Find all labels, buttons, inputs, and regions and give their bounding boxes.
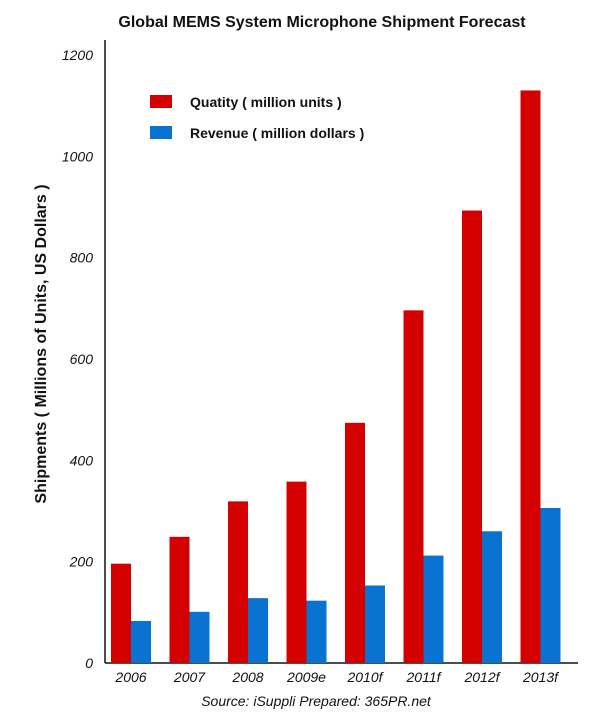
- bar-revenue: [482, 531, 502, 663]
- x-tick-label: 2013f: [522, 669, 560, 685]
- chart-title: Global MEMS System Microphone Shipment F…: [118, 14, 526, 31]
- bar-quantity: [169, 536, 190, 663]
- x-tick-label: 2006: [114, 669, 146, 685]
- legend-swatch-revenue: [150, 126, 172, 139]
- y-tick-label: 200: [69, 554, 94, 570]
- bar-quantity: [286, 481, 307, 663]
- y-tick-label: 1000: [62, 148, 93, 164]
- bar-quantity: [520, 90, 541, 663]
- source-note: Source: iSuppli Prepared: 365PR.net: [201, 693, 432, 709]
- bar-revenue: [248, 598, 268, 663]
- bar-revenue: [189, 611, 210, 663]
- bar-quantity: [403, 310, 424, 663]
- x-tick-label: 2011f: [406, 669, 443, 685]
- bar-revenue: [540, 507, 561, 663]
- y-tick-label: 0: [85, 655, 93, 671]
- bar-quantity: [228, 501, 248, 663]
- legend-swatch-quantity: [150, 95, 172, 108]
- x-tick-label: 2007: [173, 669, 206, 685]
- bar-revenue: [306, 600, 327, 663]
- y-axis-label: Shipments ( Millions of Units, US Dollar…: [33, 184, 50, 503]
- x-tick-label: 2009e: [286, 669, 326, 685]
- y-tick-label: 800: [70, 250, 94, 266]
- legend-label-revenue: Revenue ( million dollars ): [190, 125, 364, 141]
- y-tick-label: 400: [70, 452, 94, 468]
- y-tick-label: 600: [70, 351, 94, 367]
- bar-quantity: [462, 210, 482, 663]
- bar-revenue: [365, 585, 385, 663]
- bar-revenue: [423, 555, 444, 663]
- x-tick-label: 2010f: [346, 669, 384, 685]
- x-tick-label: 2008: [231, 669, 263, 685]
- bar-quantity: [345, 422, 365, 663]
- x-tick-label: 2012f: [463, 669, 501, 685]
- legend-label-quantity: Quatity ( million units ): [190, 94, 342, 110]
- y-tick-label: 1200: [62, 47, 93, 63]
- legend: Quatity ( million units ) Revenue ( mill…: [150, 94, 364, 141]
- bar-revenue: [131, 620, 151, 663]
- bar-quantity: [111, 563, 131, 663]
